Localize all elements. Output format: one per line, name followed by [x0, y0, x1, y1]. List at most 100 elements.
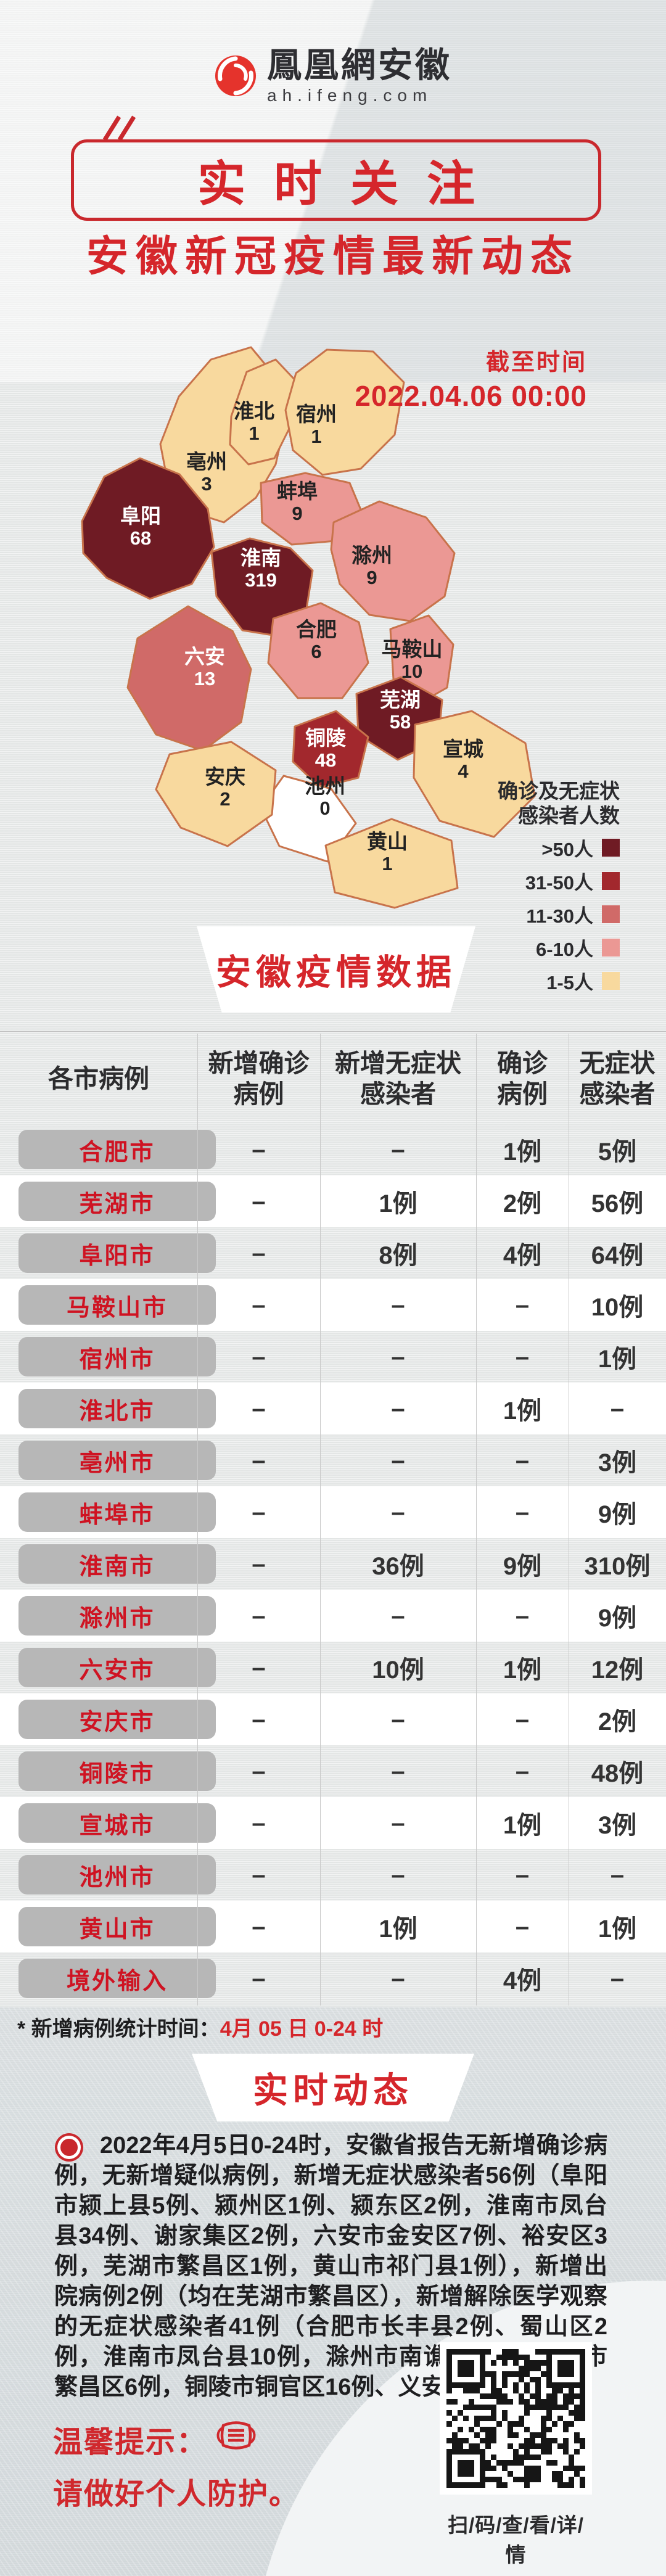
table-row: 合肥市 – – 1例 5例 [0, 1124, 666, 1175]
cell-confirmed: 9例 [503, 1553, 542, 1580]
cell-new-confirmed: – [252, 1757, 266, 1785]
cell-confirmed: – [515, 1343, 530, 1370]
city-name: 黄山市 [79, 1916, 155, 1943]
cell-new-confirmed: – [252, 1653, 266, 1681]
cell-new-confirmed: – [252, 1602, 266, 1629]
map-city-label-suzhou: 宿州 1 [296, 403, 337, 448]
cell-confirmed: 1例 [503, 1656, 542, 1684]
realtime-badge: 实时关注 [71, 139, 601, 221]
cell-confirmed: 1例 [503, 1812, 542, 1839]
cell-new-confirmed: – [252, 1343, 266, 1370]
legend-item: 1-5人 [427, 967, 620, 995]
table-row: 滁州市 – – – 9例 [0, 1590, 666, 1642]
city-pill: 芜湖市 [18, 1182, 216, 1221]
cell-confirmed: 4例 [503, 1967, 542, 1994]
brand-header: 鳳凰網安徽 ah.ifeng.com [0, 48, 666, 106]
qr-code [440, 2342, 592, 2495]
cell-new-asymp: 10例 [372, 1656, 424, 1684]
map-legend: 确诊及无症状 感染者人数 >50人 31-50人 11-30人 6-10人 1-5人 [427, 779, 620, 995]
cell-asymp: 64例 [591, 1242, 644, 1269]
cell-new-asymp: 1例 [379, 1916, 417, 1943]
table-row: 宣城市 – – 1例 3例 [0, 1797, 666, 1849]
cell-confirmed: 1例 [503, 1138, 542, 1166]
city-name: 安庆市 [79, 1709, 155, 1735]
page-title: 安徽新冠疫情最新动态 [86, 233, 580, 280]
city-name: 宿州市 [79, 1346, 155, 1373]
cell-new-confirmed: – [252, 1187, 266, 1215]
map-region-fuyang [81, 457, 215, 600]
cell-new-confirmed: – [252, 1705, 266, 1733]
cell-new-asymp: – [391, 1964, 405, 1992]
map-region-suzhou [284, 348, 405, 476]
cell-confirmed: – [515, 1446, 530, 1474]
city-name: 马鞍山市 [66, 1294, 168, 1321]
city-name: 宣城市 [79, 1813, 155, 1839]
map-city-label-fuyang: 阜阳 68 [120, 504, 161, 549]
legend-item: 31-50人 [427, 867, 620, 895]
legend-item: 6-10人 [427, 934, 620, 961]
city-pill: 淮北市 [18, 1389, 216, 1428]
cell-new-asymp: – [391, 1861, 405, 1888]
tips-label: 温馨提示： [53, 2426, 208, 2459]
legend-swatch [602, 905, 620, 923]
cell-asymp: 310例 [584, 1553, 651, 1580]
map-city-label-hefei: 合肥 6 [296, 618, 337, 663]
table-row: 芜湖市 – 1例 2例 56例 [0, 1175, 666, 1227]
cell-new-confirmed: – [252, 1291, 266, 1319]
cell-asymp: 3例 [598, 1812, 637, 1839]
table-body: 合肥市 – – 1例 5例 芜湖市 – 1例 2例 56例 阜阳市 – 8例 4例 64例 马鞍山市 – – – 10… [0, 1124, 666, 2004]
cell-asymp: – [610, 1861, 625, 1888]
cell-confirmed: 4例 [503, 1242, 542, 1269]
qr-block: 扫/码/查/看/详/情 [440, 2342, 592, 2568]
asof-time: 2022.04.06 00:00 [355, 380, 587, 412]
cell-new-confirmed: – [252, 1135, 266, 1163]
table-header: 各市病例 新增确诊 病例 新增无症状 感染者 确诊 病例 无症状 感染者 [0, 1034, 666, 1124]
cell-confirmed: – [515, 1291, 530, 1319]
table-row: 铜陵市 – – – 48例 [0, 1745, 666, 1797]
cell-new-asymp: – [391, 1394, 405, 1422]
table-top-rule [0, 1031, 666, 1032]
decorative-slash [117, 115, 136, 141]
cell-confirmed: – [515, 1912, 530, 1940]
cell-new-confirmed: – [252, 1394, 266, 1422]
city-pill: 境外输入 [18, 1959, 216, 1998]
cell-confirmed: – [515, 1602, 530, 1629]
cell-confirmed: 1例 [503, 1397, 542, 1425]
cell-new-confirmed: – [252, 1498, 266, 1526]
table-row: 蚌埠市 – – – 9例 [0, 1486, 666, 1538]
city-pill: 滁州市 [18, 1596, 216, 1636]
legend-title-line2: 感染者人数 [518, 804, 620, 827]
map-region-tongling [292, 710, 369, 789]
tips-message: 请做好个人防护。 [53, 2478, 300, 2511]
cell-new-confirmed: – [252, 1239, 266, 1267]
table-row: 池州市 – – – – [0, 1849, 666, 1901]
cell-new-asymp: – [391, 1809, 405, 1837]
anhui-choropleth-map: 淮北 1 宿州 1 亳州 3 蚌埠 9 阜阳 68 淮南 319 滁州 9 合肥 6 六安 13 马鞍山 10 芜湖 58… [46, 318, 620, 994]
map-city-label-anqing: 安庆 2 [205, 765, 245, 810]
cell-new-asymp: – [391, 1602, 405, 1629]
cell-new-asymp: 1例 [379, 1190, 417, 1217]
table-row: 亳州市 – – – 3例 [0, 1434, 666, 1486]
map-city-label-tongling: 铜陵 48 [305, 726, 346, 772]
cell-asymp: 3例 [598, 1449, 637, 1476]
realtime-badge-label: 实时关注 [197, 157, 503, 211]
cell-asymp: 9例 [598, 1501, 637, 1528]
cell-new-confirmed: – [252, 1550, 266, 1578]
city-pill: 宿州市 [18, 1337, 216, 1376]
cell-asymp: – [610, 1394, 625, 1422]
mask-icon [216, 2418, 257, 2460]
cell-new-confirmed: – [252, 1861, 266, 1888]
cell-asymp: 2例 [598, 1708, 637, 1735]
city-name: 亳州市 [79, 1450, 155, 1476]
cell-new-asymp: – [391, 1705, 405, 1733]
map-region-huangshan [324, 818, 459, 909]
map-city-label-bengbu: 蚌埠 9 [277, 480, 318, 525]
city-name: 铜陵市 [79, 1761, 155, 1787]
legend-title-line1: 确诊及无症状 [498, 780, 620, 802]
city-pill: 铜陵市 [18, 1751, 216, 1791]
section-banner-data: 安徽疫情数据 [197, 926, 475, 1013]
city-pill: 亳州市 [18, 1441, 216, 1480]
table-header-cell: 新增确诊 病例 [208, 1049, 310, 1108]
map-city-label-chuzhou: 滁州 9 [352, 544, 392, 589]
map-region-luan [126, 605, 252, 752]
